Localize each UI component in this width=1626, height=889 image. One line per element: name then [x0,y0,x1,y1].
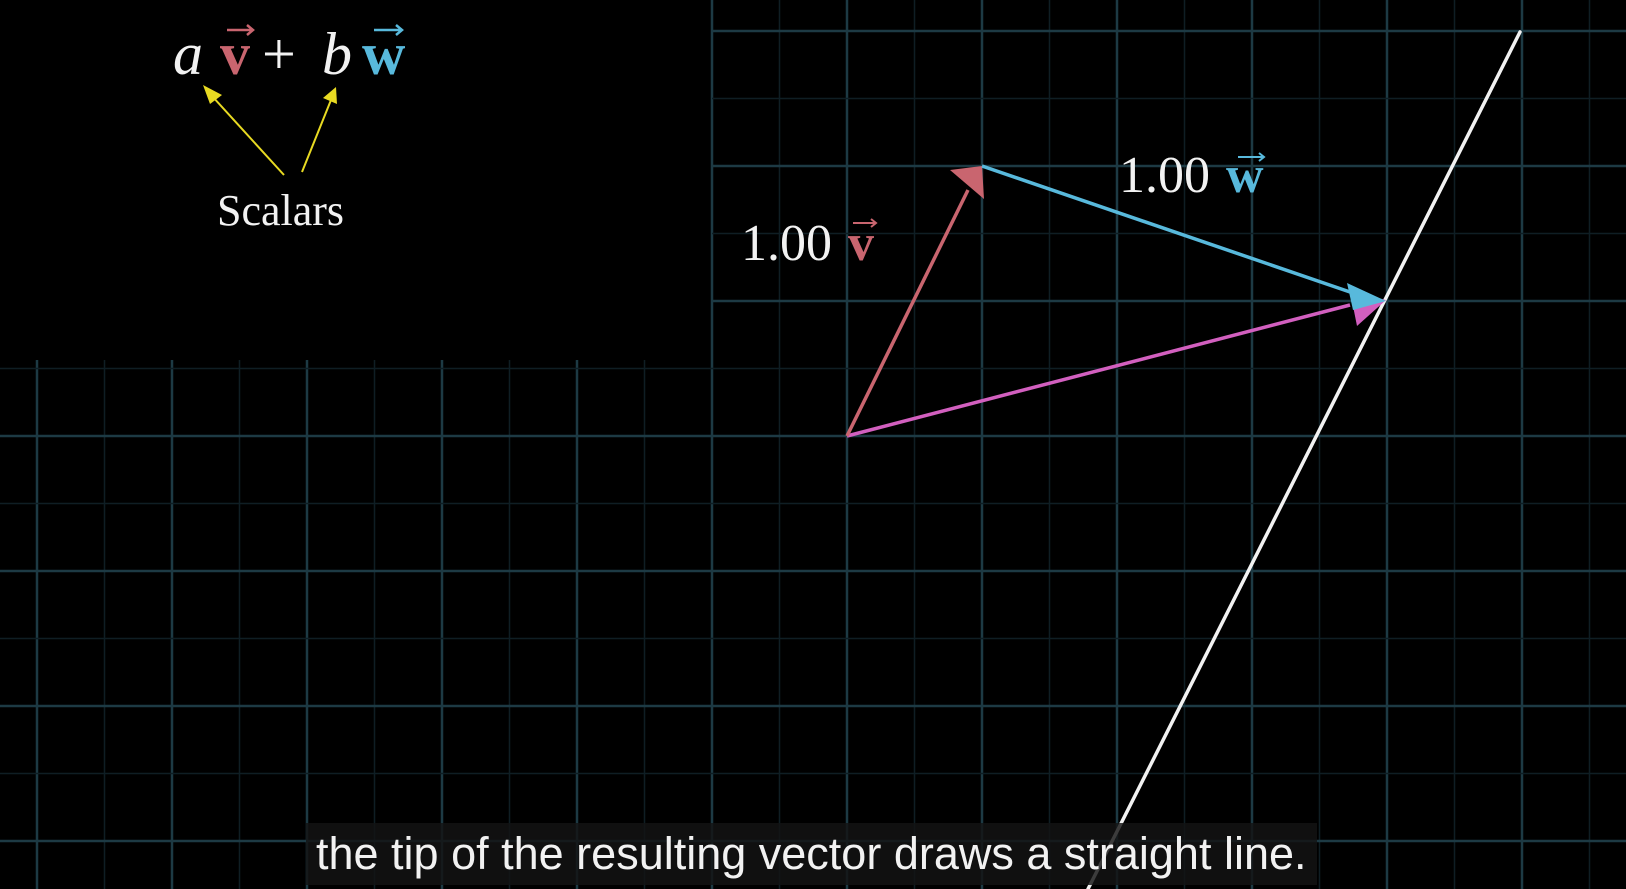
w-coefficient-vector-name: w [1226,147,1264,204]
v-coefficient-value: 1.00 [741,215,832,272]
scalar-a: a [173,21,203,87]
v-coefficient-label: 1.00 v [741,215,876,272]
scalars-label: Scalars [217,186,344,235]
subtitle-caption: the tip of the resulting vector draws a … [306,823,1317,885]
w-coefficient-label: 1.00 w [1119,147,1264,204]
formula-plus: + [262,21,296,87]
w-coefficient-value: 1.00 [1119,147,1210,204]
scalar-b: b [322,21,352,87]
